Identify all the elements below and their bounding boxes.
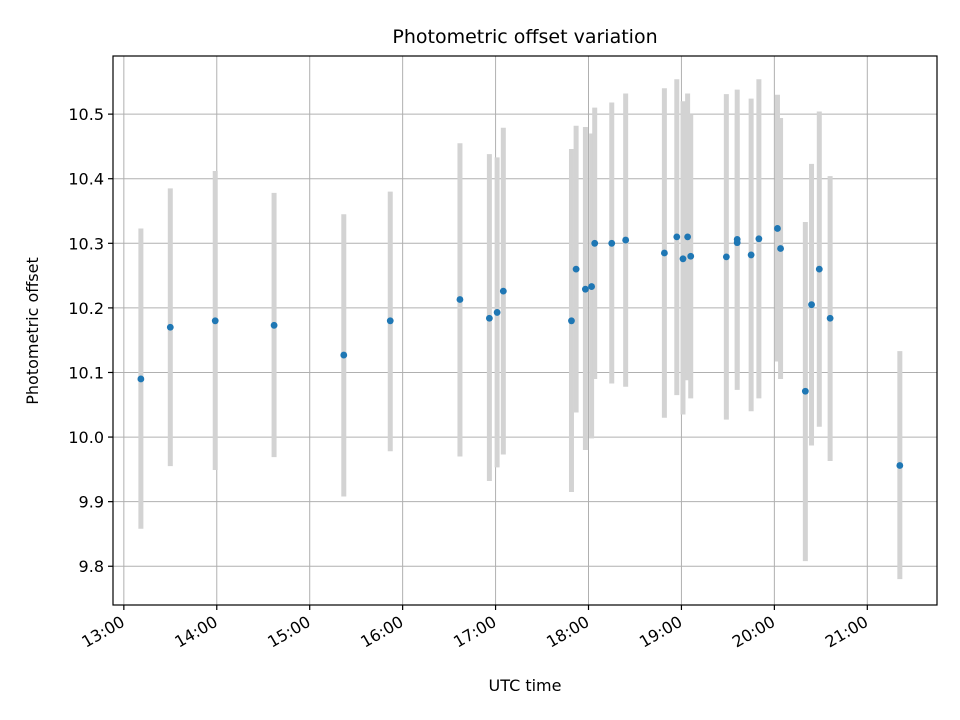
y-tick-label: 10.2: [68, 299, 104, 318]
data-point: [660, 249, 668, 257]
data-point: [386, 317, 394, 325]
data-point: [673, 233, 681, 241]
data-point: [591, 239, 599, 247]
y-tick-label: 9.8: [79, 557, 104, 576]
chart-title: Photometric offset variation: [392, 26, 657, 48]
data-point: [456, 296, 464, 303]
data-point: [137, 375, 145, 383]
data-point: [493, 309, 501, 316]
data-point: [687, 252, 695, 260]
data-point: [568, 317, 575, 325]
data-point: [777, 245, 784, 252]
y-tick-label: 10.0: [68, 428, 104, 447]
data-point: [733, 236, 741, 243]
y-axis-label: Photometric offset: [23, 257, 42, 405]
y-tick-label: 10.1: [68, 363, 104, 382]
data-point: [608, 239, 616, 247]
data-point: [684, 233, 692, 241]
data-point: [826, 314, 834, 322]
data-points: [137, 225, 904, 469]
data-point: [808, 301, 815, 309]
data-point: [747, 251, 755, 259]
data-point: [211, 317, 219, 325]
data-point: [815, 265, 823, 273]
data-point: [588, 283, 596, 290]
x-axis-label: UTC time: [489, 676, 562, 695]
data-point: [340, 351, 348, 359]
plot-frame: [112, 55, 938, 606]
data-point: [622, 236, 630, 244]
y-tick-label: 9.9: [79, 493, 104, 512]
data-point: [270, 321, 278, 329]
data-point: [572, 265, 580, 273]
data-point: [722, 253, 730, 261]
data-point: [801, 387, 809, 395]
data-point: [499, 287, 507, 295]
data-point: [774, 225, 781, 232]
y-tick-label: 10.3: [68, 234, 104, 253]
data-point: [582, 285, 589, 293]
data-point: [679, 255, 687, 263]
data-point: [755, 235, 763, 243]
y-axis-ticks: 9.8 9.9 10.0 10.1 10.2 10.3 10.4 10.5: [68, 105, 113, 576]
data-point: [896, 462, 904, 469]
y-tick-label: 10.5: [68, 105, 104, 124]
data-point: [485, 314, 493, 322]
y-tick-label: 10.4: [68, 170, 104, 189]
data-point: [166, 323, 174, 331]
